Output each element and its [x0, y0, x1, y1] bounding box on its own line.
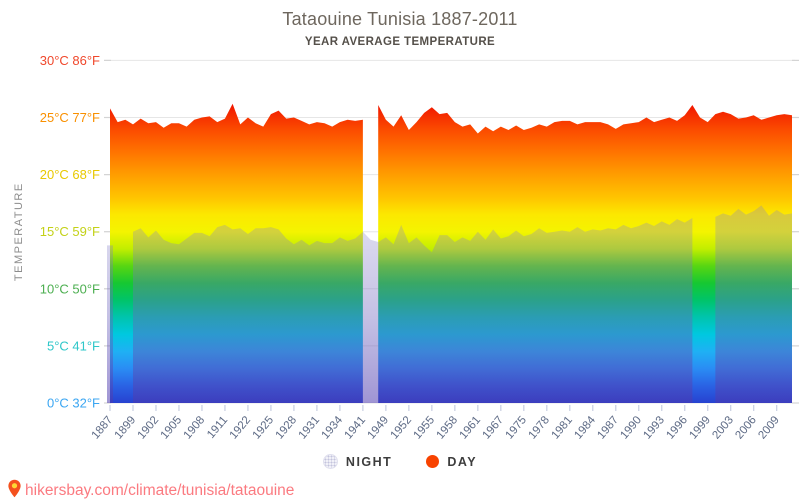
x-axis-year-label: 1999: [687, 414, 713, 441]
y-axis-tick-label: 5°C 41°F: [47, 338, 100, 353]
x-axis-year-label: 1941: [343, 414, 369, 441]
x-axis-year-label: 1958: [434, 414, 460, 441]
x-axis-year-label: 1990: [618, 414, 644, 441]
x-axis-year-label: 1911: [205, 414, 230, 441]
x-axis-year-label: 1993: [641, 414, 667, 441]
x-axis-year-label: 1955: [411, 414, 437, 441]
chart-subtitle: YEAR AVERAGE TEMPERATURE: [304, 36, 496, 48]
y-axis-title: TEMPERATURE: [13, 182, 25, 281]
y-axis-tick-label: 30°C 86°F: [40, 53, 100, 68]
x-axis-year-label: 1899: [113, 414, 139, 441]
legend-item-day: DAY: [426, 455, 477, 469]
x-axis-year-label: 1975: [503, 414, 529, 441]
legend-night-label: NIGHT: [345, 454, 393, 469]
night-temperature-area: [132, 217, 693, 403]
legend-item-night: NIGHT: [322, 454, 393, 469]
page-title: Tataouine Tunisia 1887-2011: [282, 9, 518, 29]
night-temperature-area: [715, 205, 792, 403]
x-axis-year-label: 1908: [182, 414, 208, 441]
x-axis-year-label: 1928: [274, 414, 300, 441]
night-temperature-area: [107, 245, 113, 403]
x-axis-year-label: 1981: [549, 414, 575, 441]
y-axis-tick-label: 25°C 77°F: [40, 110, 100, 125]
y-axis-tick-label: 10°C 50°F: [40, 281, 100, 296]
y-axis-tick-label: 20°C 68°F: [40, 167, 100, 182]
x-axis-year-label: 1952: [389, 414, 415, 441]
chart-legend: NIGHT DAY: [0, 454, 800, 469]
legend-day-label: DAY: [447, 454, 478, 469]
temperature-area-chart: 30°C 86°F 25°C 77°F 20°C 68°F 15°C 59°F 10°C…: [13, 53, 799, 442]
x-axis-year-label: 1961: [457, 414, 483, 441]
x-axis-year-label: 1934: [320, 414, 346, 442]
x-axis-year-label: 1978: [526, 414, 552, 441]
y-axis-tick-label: 15°C 59°F: [40, 224, 100, 239]
x-axis-year-label: 1922: [228, 414, 254, 441]
x-axis-year-label: 1949: [366, 414, 392, 441]
x-axis-year-label: 1984: [572, 414, 598, 442]
x-axis-year-label: 2009: [756, 414, 782, 441]
x-axis-year-label: 1887: [90, 414, 116, 441]
x-axis-year-label: 2006: [733, 414, 759, 441]
night-series-swatch-icon: [322, 454, 338, 469]
x-axis-year-label: 1967: [480, 414, 506, 441]
footer: hikersbay.com/climate/tunisia/tataouine: [7, 478, 294, 503]
x-axis-year-label: 1902: [136, 414, 162, 441]
x-axis-year-label: 1996: [664, 414, 690, 441]
day-series-swatch-icon: [426, 455, 440, 468]
x-axis-year-label: 1987: [595, 414, 621, 441]
x-axis-year-label: 2003: [710, 414, 736, 441]
y-axis-tick-label: 0°C 32°F: [47, 396, 100, 411]
x-axis-year-label: 1925: [251, 414, 277, 441]
location-pin-icon: [7, 479, 22, 503]
x-axis-year-label: 1905: [159, 414, 185, 441]
footer-url-link[interactable]: hikersbay.com/climate/tunisia/tataouine: [25, 481, 295, 499]
x-axis-year-label: 1931: [297, 414, 323, 441]
